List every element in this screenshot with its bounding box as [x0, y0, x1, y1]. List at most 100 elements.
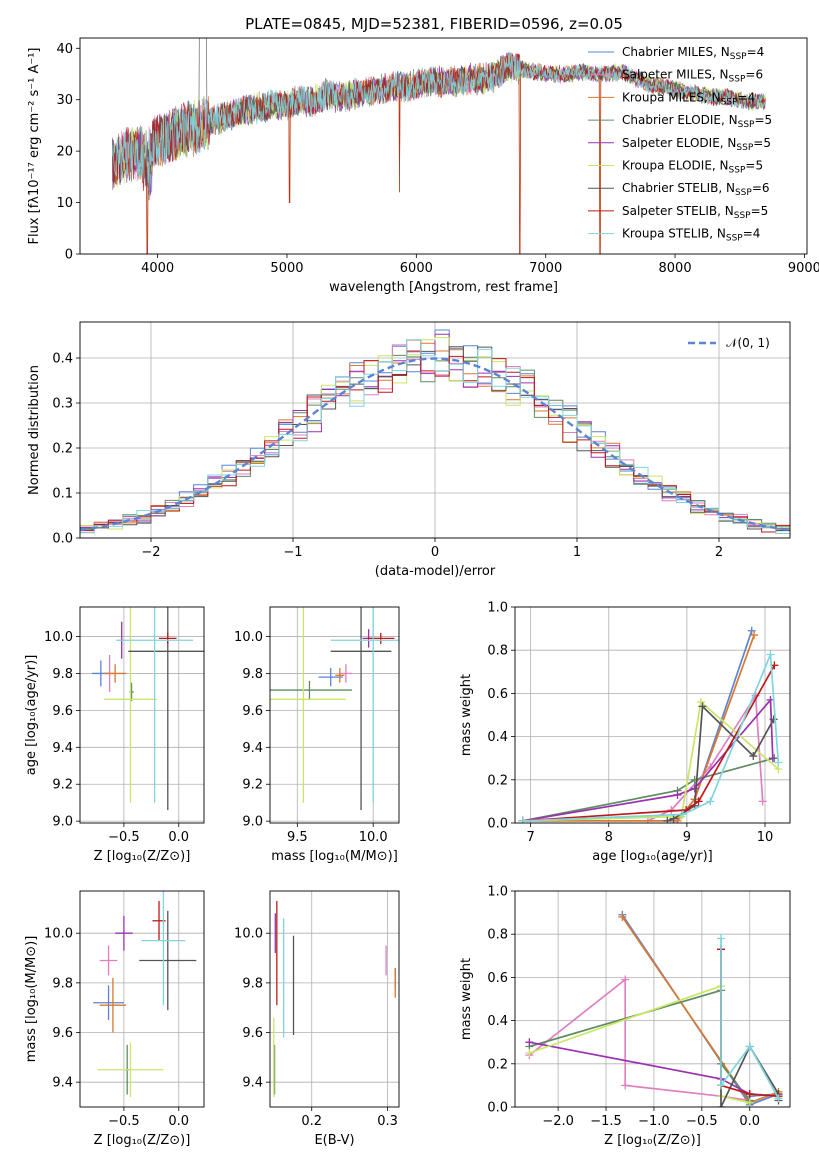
- legend-label: Kroupa ELODIE, N: [622, 159, 729, 173]
- legend-count: =5: [754, 113, 772, 127]
- x-tick-label: 9: [683, 830, 691, 845]
- weight-line: [522, 630, 753, 822]
- legend-subscript: SSP: [721, 97, 738, 107]
- weight-line: [528, 977, 750, 1102]
- legend-subscript: SSP: [735, 188, 752, 198]
- y-tick-label: 9.4: [242, 741, 263, 756]
- y-tick-label: 1.0: [487, 601, 508, 616]
- y-tick-label: 0.0: [487, 1101, 508, 1116]
- axes-frame: [79, 37, 808, 255]
- axes-frame: [269, 606, 400, 824]
- y-tick-label: 0.2: [52, 442, 73, 457]
- y-tick-label: 9.6: [52, 1026, 73, 1041]
- y-tick-label: 9.6: [52, 704, 73, 719]
- x-tick-label: 0.2: [301, 1114, 322, 1129]
- weight-marker: [694, 797, 703, 806]
- weight-marker: [621, 975, 630, 984]
- weight-marker: [774, 758, 783, 767]
- legend-entry: Salpeter STELIB, NSSP=5: [622, 204, 768, 221]
- legend-subscript: SSP: [738, 120, 755, 130]
- y-tick-label: 9.4: [52, 741, 73, 756]
- x-axis-label: E(B-V): [314, 1133, 354, 1148]
- legend-entry: Chabrier MILES, NSSP=4: [622, 45, 764, 62]
- x-tick-label: 1: [573, 545, 581, 560]
- x-tick-label: −0.5: [108, 830, 140, 845]
- y-tick-label: 0.6: [487, 687, 508, 702]
- x-tick-label: −1.5: [590, 1114, 622, 1129]
- x-tick-label: −2: [141, 545, 160, 560]
- legend-count: =4: [738, 90, 756, 104]
- legend-label: Chabrier STELIB, N: [622, 181, 735, 195]
- mass-vs-ebv-panel: 0.2 0.3 9.4 9.6 9.8 10.0 E(B-V): [234, 890, 400, 1148]
- weight-marker: [717, 1081, 726, 1090]
- histogram-kroupa-stelib: [80, 339, 790, 534]
- x-tick-label: 7000: [529, 261, 562, 276]
- legend-count: =5: [751, 204, 769, 218]
- y-tick-label: 9.6: [242, 1026, 263, 1041]
- x-tick-label: −0.5: [686, 1114, 718, 1129]
- weight-marker: [618, 912, 627, 921]
- weight-marker: [717, 934, 726, 943]
- weight-marker: [749, 752, 758, 761]
- y-tick-label: 9.0: [52, 815, 73, 830]
- y-tick-label: 0.8: [487, 644, 508, 659]
- axes-frame: [514, 890, 791, 1108]
- x-tick-label: 5000: [270, 261, 303, 276]
- weight-marker: [518, 816, 527, 823]
- y-tick-label: 0: [65, 248, 73, 263]
- legend-subscript: SSP: [726, 234, 743, 244]
- legend-subscript: SSP: [734, 211, 751, 221]
- weight-marker: [690, 784, 699, 793]
- weight-marker: [745, 1090, 754, 1099]
- weight-marker: [706, 797, 715, 806]
- y-tick-label: 0.4: [487, 730, 508, 745]
- x-tick-label: 0: [431, 545, 439, 560]
- x-tick-label: 2: [715, 545, 723, 560]
- x-axis-label: (data-model)/error: [375, 564, 496, 579]
- weight-line: [522, 700, 779, 822]
- y-tick-label: 9.8: [242, 976, 263, 991]
- y-tick-label: 0.3: [52, 397, 73, 412]
- y-tick-label: 0.0: [487, 817, 508, 832]
- weight-marker: [766, 650, 775, 659]
- legend-label: Chabrier ELODIE, N: [622, 113, 738, 127]
- legend-label: Salpeter STELIB, N: [622, 204, 734, 218]
- axes-frame: [269, 890, 400, 1108]
- weight-marker: [745, 1098, 754, 1107]
- x-tick-label: 0.0: [739, 1114, 760, 1129]
- y-tick-label: 9.8: [52, 976, 73, 991]
- weight-line: [522, 757, 775, 822]
- legend-label: Chabrier MILES, N: [622, 45, 730, 59]
- weight-marker: [747, 626, 756, 635]
- weight-marker: [673, 790, 682, 799]
- x-tick-label: 7: [526, 830, 534, 845]
- weight-line: [522, 697, 774, 822]
- y-tick-label: 9.8: [52, 667, 73, 682]
- x-tick-label: 4000: [141, 261, 174, 276]
- legend-entry: Chabrier ELODIE, NSSP=5: [622, 113, 772, 130]
- weight-line: [529, 989, 751, 1102]
- x-axis-label: age [log₁₀(age/yr)]: [592, 849, 713, 864]
- y-tick-label: 0.4: [487, 1014, 508, 1029]
- x-axis-label: wavelength [Angstrom, rest frame]: [329, 280, 558, 295]
- weight-line: [621, 914, 779, 1106]
- weight-marker: [774, 1094, 783, 1103]
- weight-marker: [750, 631, 759, 640]
- weight-marker: [621, 1081, 630, 1090]
- y-tick-label: 9.4: [52, 1076, 73, 1091]
- legend-entry: Kroupa ELODIE, NSSP=5: [622, 159, 763, 176]
- y-tick-label: 9.6: [242, 704, 263, 719]
- y-axis-label: mass weight: [459, 674, 474, 756]
- legend-subscript: SSP: [729, 166, 746, 176]
- y-tick-label: 10.0: [234, 630, 263, 645]
- legend-count: =4: [743, 227, 761, 241]
- histogram-kroupa-elodie: [80, 337, 790, 530]
- axes-frame: [514, 606, 791, 824]
- x-tick-label: 10: [757, 830, 774, 845]
- spectrum-line-kroupa-stelib: [111, 51, 766, 191]
- weight-marker: [717, 1103, 726, 1107]
- y-tick-label: 9.2: [52, 778, 73, 793]
- y-tick-label: 9.0: [242, 815, 263, 830]
- y-axis-label: age [log₁₀(age/yr)]: [24, 655, 39, 776]
